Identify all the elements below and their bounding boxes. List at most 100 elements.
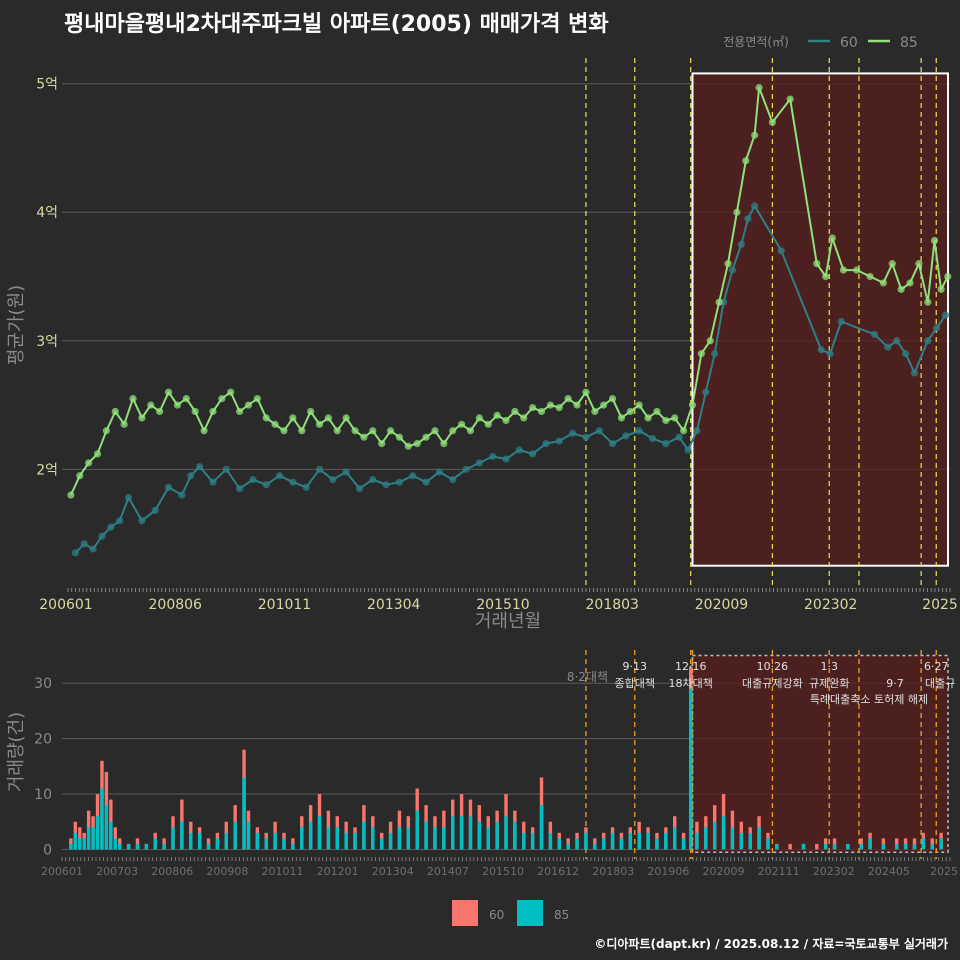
data-point-85	[644, 414, 652, 422]
data-point-85	[191, 407, 199, 416]
x-tick-label: 201803	[586, 597, 639, 613]
bar-85	[637, 832, 641, 850]
bar-60	[593, 838, 597, 850]
bar-85	[832, 843, 837, 850]
data-point-60	[449, 476, 457, 484]
bar-85	[655, 838, 659, 850]
x-tick-label: 201510	[476, 597, 529, 613]
data-point-60	[555, 437, 563, 445]
legend-swatch-60	[452, 900, 478, 926]
data-point-85	[626, 407, 634, 416]
policy-annotation-date: 9·7	[886, 677, 904, 690]
bar-85	[695, 832, 699, 850]
data-point-85	[182, 395, 190, 403]
data-point-60	[837, 317, 845, 326]
data-point-85	[244, 401, 253, 409]
data-point-85	[680, 427, 688, 435]
data-point-60	[489, 452, 497, 461]
y-axis-label: 평균가(원)	[6, 285, 27, 365]
bar-x-tick-label: 201906	[647, 865, 689, 878]
bar-85	[628, 832, 633, 850]
data-point-60	[502, 455, 510, 463]
data-point-85	[786, 95, 794, 103]
data-point-85	[768, 118, 777, 126]
data-point-85	[324, 414, 332, 422]
bar-85	[895, 843, 899, 850]
data-point-60	[125, 493, 133, 502]
bar-85	[415, 810, 419, 850]
x-tick-label: 200806	[149, 597, 203, 613]
data-point-85	[431, 427, 439, 435]
data-point-60	[138, 517, 146, 525]
data-point-60	[693, 427, 701, 435]
bar-85	[86, 827, 91, 850]
data-point-60	[107, 523, 115, 531]
data-point-85	[897, 285, 905, 293]
bar-85	[282, 838, 286, 850]
data-point-85	[839, 266, 848, 274]
data-point-85	[635, 401, 643, 409]
bar-85	[69, 843, 73, 850]
bar-85	[704, 827, 708, 850]
bar-x-tick-label: 201011	[262, 865, 304, 878]
data-point-60	[395, 478, 404, 486]
series-line-60	[74, 204, 947, 554]
bar-85	[939, 838, 943, 850]
data-point-85	[458, 420, 466, 428]
data-point-85	[449, 427, 457, 435]
bar-60	[135, 838, 140, 850]
bar-x-tick-label: 201304	[372, 865, 414, 878]
data-point-60	[737, 240, 745, 248]
bar-85	[224, 832, 228, 850]
bar-85	[95, 816, 100, 850]
data-point-60	[222, 465, 230, 473]
bar-85	[739, 832, 744, 850]
bar-x-tick-label: 200703	[96, 865, 138, 878]
bar-60	[859, 838, 863, 850]
data-point-85	[930, 236, 939, 245]
bar-x-tick-label: 2025	[930, 865, 958, 878]
data-point-60	[675, 433, 683, 441]
data-point-60	[164, 483, 173, 491]
data-point-85	[200, 427, 208, 435]
data-point-60	[196, 463, 204, 471]
bar-85	[162, 843, 166, 850]
bar-85	[881, 843, 886, 850]
legend-label-60: 60	[489, 908, 504, 922]
bar-60	[206, 838, 211, 850]
legend-label-85: 85	[554, 908, 569, 922]
legend-title: 전용면적(㎡)	[723, 35, 789, 49]
bar-85	[433, 827, 437, 850]
bar-85	[326, 827, 331, 850]
data-point-85	[67, 491, 75, 499]
bar-y-tick-label: 0	[43, 842, 52, 858]
bar-x-tick-label: 201612	[537, 865, 579, 878]
data-point-85	[102, 427, 110, 435]
data-point-60	[595, 427, 603, 435]
data-point-60	[542, 440, 550, 448]
data-point-85	[591, 407, 599, 416]
data-point-60	[422, 478, 430, 486]
data-point-60	[569, 429, 577, 437]
bar-60	[930, 838, 934, 850]
data-point-85	[582, 388, 590, 396]
bar-85	[335, 827, 339, 850]
policy-annotation-label: 규제완화	[809, 677, 849, 690]
bar-85	[233, 821, 237, 850]
data-point-85	[671, 414, 679, 422]
data-point-60	[817, 346, 825, 354]
data-point-85	[879, 279, 888, 287]
data-point-85	[733, 208, 741, 216]
data-point-85	[342, 414, 350, 422]
data-point-85	[218, 395, 226, 403]
bar-x-tick-label: 201201	[317, 865, 359, 878]
bar-85	[619, 838, 624, 850]
data-point-60	[515, 446, 523, 454]
bar-85	[610, 832, 615, 850]
legend-label-85: 85	[900, 35, 918, 51]
data-point-85	[546, 401, 555, 409]
data-point-60	[941, 311, 950, 319]
policy-annotation-label: 특례대출축소 토허제 해제	[810, 692, 928, 706]
bar-85	[477, 821, 482, 850]
data-point-85	[333, 427, 341, 435]
